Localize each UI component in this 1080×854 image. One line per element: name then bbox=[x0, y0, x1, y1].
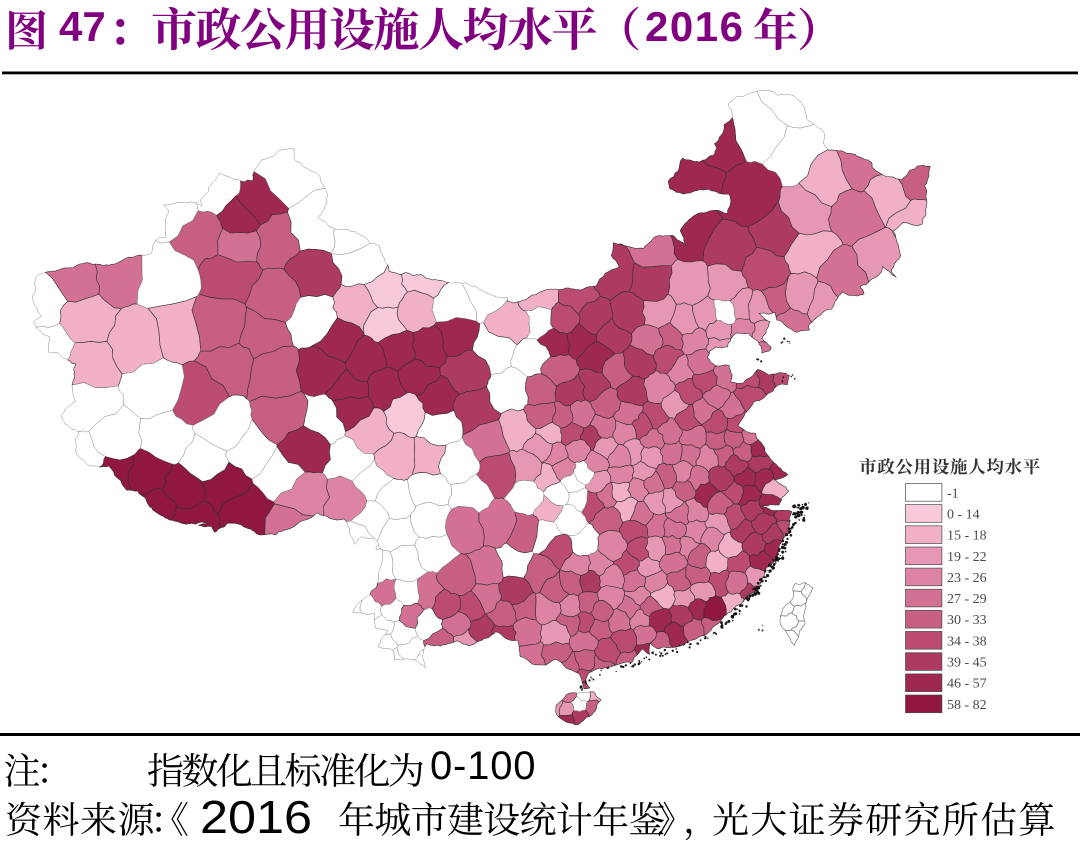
svg-text:58 - 82: 58 - 82 bbox=[947, 698, 987, 713]
svg-text:47: 47 bbox=[59, 3, 106, 50]
svg-text:23 - 26: 23 - 26 bbox=[947, 571, 987, 586]
svg-text:-1: -1 bbox=[947, 486, 959, 501]
svg-text:39 - 45: 39 - 45 bbox=[947, 656, 987, 671]
svg-text:27 - 29: 27 - 29 bbox=[947, 592, 987, 607]
svg-text:46 - 57: 46 - 57 bbox=[947, 677, 987, 692]
svg-text:30 - 33: 30 - 33 bbox=[947, 613, 987, 628]
svg-text:2016: 2016 bbox=[645, 3, 744, 50]
svg-text:19 - 22: 19 - 22 bbox=[947, 550, 987, 565]
svg-text:0-100: 0-100 bbox=[430, 744, 536, 788]
svg-text:15 - 18: 15 - 18 bbox=[947, 529, 987, 544]
svg-text:2016: 2016 bbox=[200, 791, 312, 843]
svg-text:34 - 38: 34 - 38 bbox=[947, 634, 987, 649]
svg-text:0 - 14: 0 - 14 bbox=[947, 507, 980, 522]
